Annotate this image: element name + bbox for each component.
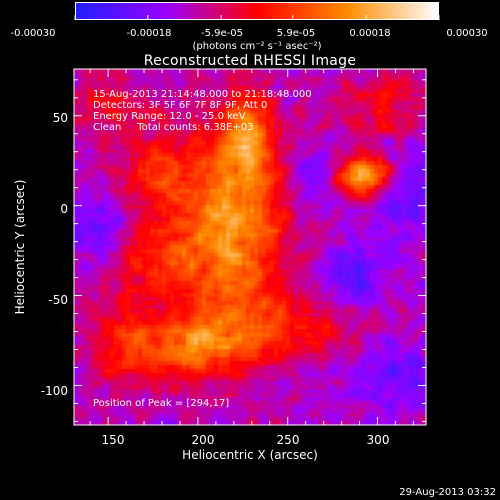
colorbar-gradient bbox=[76, 3, 438, 19]
x-tick-label: 300 bbox=[367, 433, 390, 447]
footer-timestamp: 29-Aug-2013 03:32 bbox=[399, 487, 496, 498]
x-tick-label: 150 bbox=[102, 433, 125, 447]
y-tick-label: -50 bbox=[48, 293, 68, 307]
colorbar-tick-label: 0.00018 bbox=[349, 28, 390, 39]
colorbar-tick-label: -5.9e-05 bbox=[201, 28, 243, 39]
info-line: Detectors: 3F 5F 6F 7F 8F 9F, Att 0 bbox=[93, 100, 267, 111]
colorbar bbox=[75, 2, 439, 20]
x-axis-label: Heliocentric X (arcsec) bbox=[182, 448, 318, 462]
peak-position-label: Position of Peak = [294,17] bbox=[93, 398, 229, 409]
x-tick-label: 200 bbox=[192, 433, 215, 447]
colorbar-tick-label: 5.9e-05 bbox=[277, 28, 315, 39]
colorbar-tick-label: 0.00030 bbox=[446, 28, 487, 39]
y-axis-label: Heliocentric Y (arcsec) bbox=[13, 180, 27, 315]
plot-frame bbox=[73, 68, 427, 426]
colorbar-axis: -0.00030 -0.00018 -5.9e-05 5.9e-05 0.000… bbox=[11, 15, 488, 52]
colorbar-tick-label: -0.00018 bbox=[127, 28, 172, 39]
info-line: Clean Total counts: 6.38E+03 bbox=[93, 122, 253, 133]
colorbar-units: (photons cm⁻² s⁻¹ asec⁻²) bbox=[192, 41, 321, 52]
y-tick-label: 50 bbox=[53, 111, 68, 125]
chart-title: Reconstructed RHESSI Image bbox=[143, 53, 357, 69]
y-tick-label: -100 bbox=[41, 384, 68, 398]
heatmap-image bbox=[74, 69, 426, 425]
info-line: 15-Aug-2013 21:14:48.000 to 21:18:48.000 bbox=[93, 89, 312, 100]
x-tick-label: 250 bbox=[277, 433, 300, 447]
info-line: Energy Range: 12.0 - 25.0 keV bbox=[93, 111, 246, 122]
colorbar-tick-label: -0.00030 bbox=[11, 28, 56, 39]
y-tick-label: 0 bbox=[60, 202, 68, 216]
